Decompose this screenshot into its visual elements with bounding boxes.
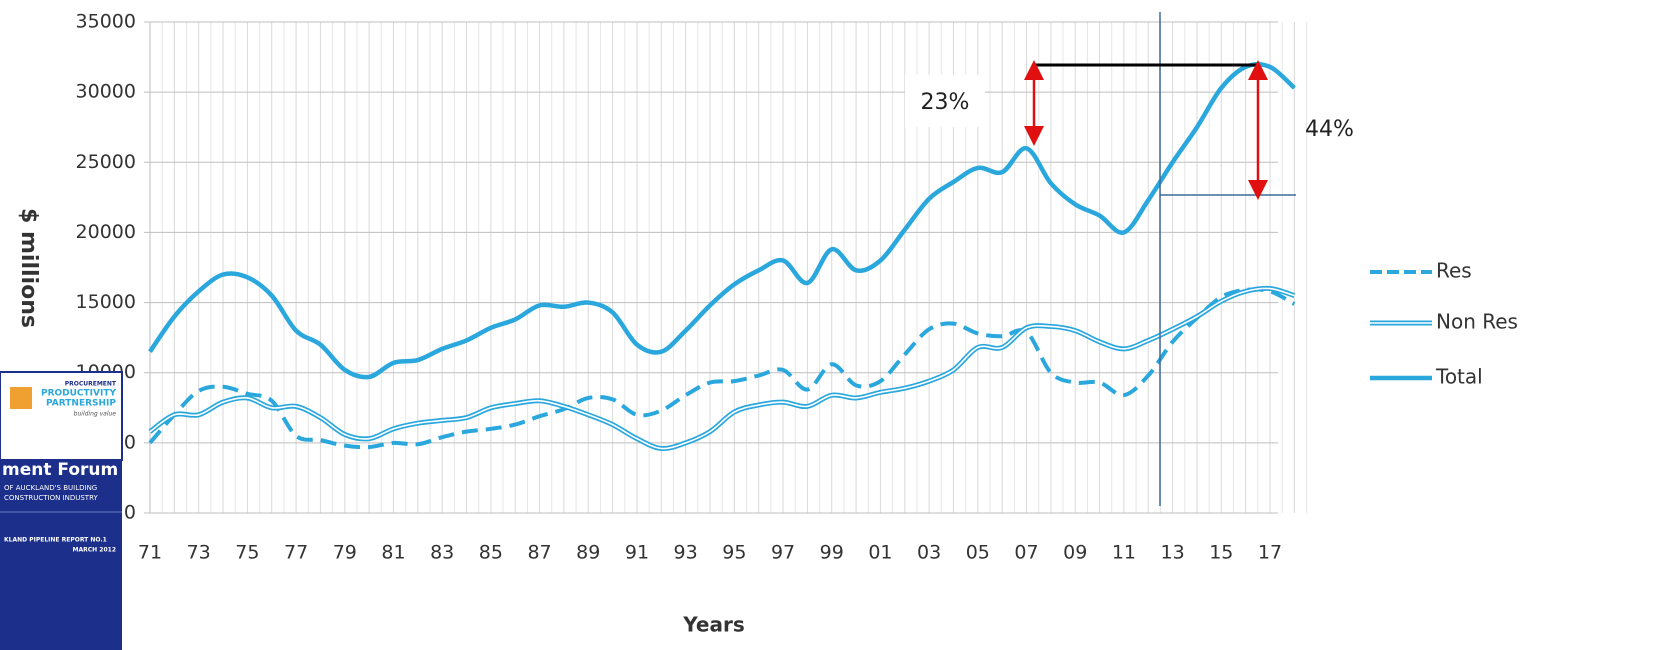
cover-text: MARCH 2012 (73, 547, 116, 554)
cover-text: PARTNERSHIP (46, 399, 116, 409)
x-tick-label: 71 (138, 542, 162, 564)
annotation: 23% (921, 90, 970, 115)
x-tick-label: 15 (1209, 542, 1233, 564)
label-box (905, 75, 985, 127)
x-tick-label: 83 (430, 542, 454, 564)
x-tick-label: 97 (771, 542, 795, 564)
x-axis-label: Years (682, 613, 744, 637)
x-tick-label: 01 (868, 542, 892, 564)
cover-logo (10, 387, 32, 409)
y-tick-label: 35000 (76, 11, 136, 33)
x-tick-label: 03 (917, 542, 941, 564)
cover-text: PROCUREMENT (65, 381, 117, 388)
y-tick-label: 20000 (76, 221, 136, 243)
x-tick-label: 11 (1112, 542, 1136, 564)
cover-text: KLAND PIPELINE REPORT NO.1 (4, 537, 107, 544)
y-tick-label: 25000 (76, 151, 136, 173)
cover-image: PROCUREMENT PRODUCTIVITY PARTNERSHIP bui… (0, 371, 123, 650)
x-tick-label: 17 (1258, 542, 1282, 564)
cover-text: CONSTRUCTION INDUSTRY (4, 494, 98, 502)
x-tick-label: 77 (284, 542, 308, 564)
y-axis-label: $ millions (16, 208, 41, 328)
x-tick-label: 79 (333, 542, 357, 564)
cover-text: PRODUCTIVITY (41, 389, 117, 399)
line (148, 62, 1296, 380)
legend-label: Non Res (1436, 310, 1518, 334)
line-inner (149, 287, 1295, 450)
x-tick-label: 91 (625, 542, 649, 564)
legend-label: Res (1436, 259, 1472, 283)
x-tick-label: 95 (722, 542, 746, 564)
x-tick-label: 73 (187, 542, 211, 564)
x-tick-label: 93 (674, 542, 698, 564)
line (148, 287, 1296, 450)
x-tick-label: 13 (1161, 542, 1185, 564)
x-tick-label: 85 (479, 542, 503, 564)
y-tick-label: 15000 (76, 291, 136, 313)
x-tick-label: 87 (527, 542, 551, 564)
cover-header (0, 371, 123, 461)
cover-text: building value (74, 411, 117, 418)
annotation: 44% (1305, 117, 1354, 142)
y-tick-label: 0 (124, 502, 136, 524)
x-tick-label: 99 (820, 542, 844, 564)
x-tick-label: 09 (1063, 542, 1087, 564)
x-tick-label: 81 (381, 542, 405, 564)
x-tick-label: 07 (1014, 542, 1038, 564)
cover-title: ment Forum (2, 460, 118, 480)
x-tick-label: 05 (966, 542, 990, 564)
x-tick-label: 89 (576, 542, 600, 564)
legend-label: Total (1435, 365, 1483, 389)
x-tick-label: 75 (235, 542, 259, 564)
cover-text: OF AUCKLAND'S BUILDING (4, 484, 97, 492)
y-tick-label: 30000 (76, 81, 136, 103)
